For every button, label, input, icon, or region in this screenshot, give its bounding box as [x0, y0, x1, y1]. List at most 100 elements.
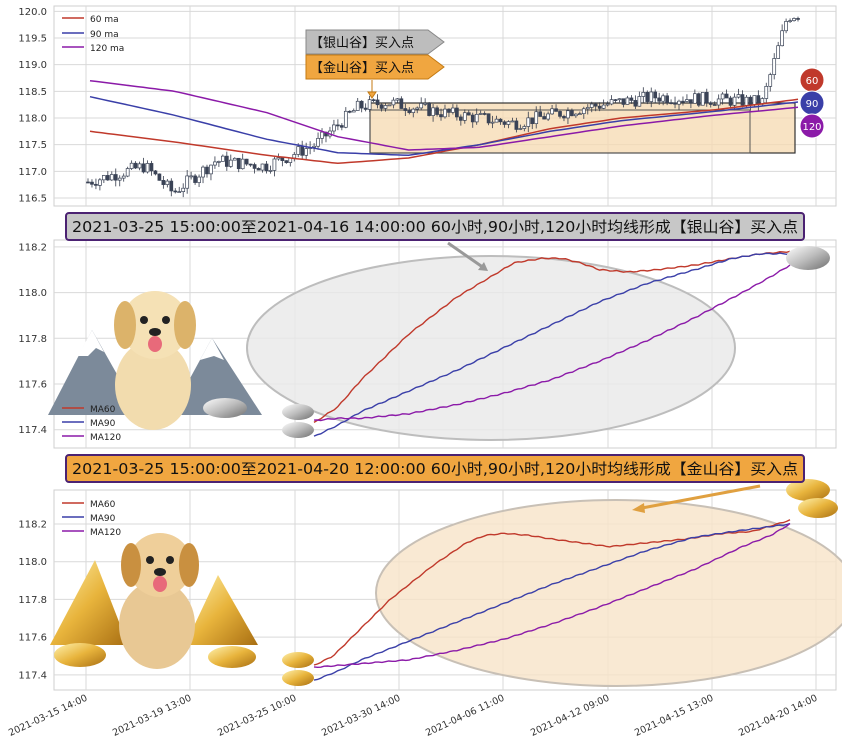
badge-ma120-label: 120 — [802, 122, 821, 133]
candle-body — [474, 113, 479, 123]
candle-body — [201, 166, 205, 178]
candle-body — [272, 158, 277, 171]
gold-tag-arrow — [367, 80, 377, 99]
candle-body — [347, 110, 352, 113]
legend-label-ma60: 60 ma — [90, 15, 119, 25]
y-tick-label: 117.6 — [18, 633, 47, 644]
candle-body — [403, 108, 408, 111]
candle-body — [383, 105, 388, 109]
candle-body — [264, 163, 269, 172]
ma-line-ma90 — [89, 95, 799, 157]
candle-body — [585, 107, 590, 110]
candle-body — [470, 114, 475, 123]
badge-ma120 — [799, 113, 825, 139]
series-line-ma60 — [313, 250, 791, 423]
y-tick-label: 117.4 — [18, 670, 47, 681]
x-tick-label: 2021-04-15 13:00 — [633, 693, 715, 739]
candle-body — [740, 94, 745, 106]
candle-body — [661, 95, 665, 102]
candle-body — [732, 96, 737, 106]
candle-body — [577, 113, 582, 116]
candle-body — [696, 93, 701, 106]
candle-body — [415, 107, 420, 110]
candle-body — [589, 103, 594, 108]
candle-body — [232, 157, 237, 161]
candle-body — [181, 187, 186, 192]
silver-arrow-head — [478, 262, 488, 271]
candle-body — [478, 113, 483, 115]
candle-body — [228, 159, 233, 167]
silver-ingot-right-icon — [786, 246, 830, 270]
y-tick-label: 118.2 — [18, 242, 47, 253]
legend-label-ma60: MA60 — [90, 405, 116, 415]
candle-body — [435, 107, 439, 115]
candle-body — [629, 97, 634, 101]
y-tick-label: 118.0 — [18, 557, 47, 568]
candle-body — [284, 160, 289, 163]
candle-body — [550, 108, 554, 115]
gold-tag: 【金山谷】买入点 — [305, 54, 445, 99]
candle-body — [343, 110, 348, 128]
silver-ellipse — [246, 255, 736, 441]
candle-body — [665, 95, 669, 104]
candle-body — [689, 99, 693, 104]
candle-body — [581, 108, 586, 115]
candle-body — [486, 113, 491, 124]
candle-body — [776, 45, 781, 59]
candle-body — [554, 108, 558, 112]
legend-label-ma120: 120 ma — [90, 44, 124, 54]
candle-body — [752, 95, 757, 106]
candle-body — [367, 99, 372, 110]
candle-body — [165, 180, 170, 185]
candle-body — [621, 98, 626, 105]
candle-body — [613, 99, 618, 101]
candle-body — [645, 92, 650, 102]
candle-body — [256, 168, 261, 171]
candle-body — [185, 175, 190, 189]
gold-banner — [65, 454, 805, 483]
candle-body — [94, 183, 98, 186]
candlestick-panel: 116.5 117.0 117.5 118.0 118.5 119.0 119.5 120.0… — [18, 5, 837, 207]
candle-body — [704, 92, 709, 104]
candle-body — [542, 116, 546, 120]
gold-pyramids-icon — [50, 560, 258, 668]
gold-arrow-head — [632, 503, 645, 513]
candle-body — [197, 176, 201, 183]
candle-body — [490, 121, 495, 124]
legend-label-ma120: MA120 — [90, 528, 121, 538]
candle-body — [657, 97, 662, 102]
panel1-legend: 60 ma 90 ma 120 ma — [62, 15, 124, 54]
gold-banner-text: 2021-03-25 15:00:00至2021-04-20 12:00:00 … — [72, 460, 798, 478]
candle-body — [145, 163, 150, 173]
silver-arrow — [447, 241, 485, 270]
candle-body — [716, 98, 721, 106]
candle-body — [300, 146, 305, 156]
candle-body — [530, 117, 535, 125]
candle-body — [502, 121, 507, 125]
panel3-legend: MA60 MA90 MA120 — [62, 500, 121, 538]
y-tick-label: 117.5 — [18, 140, 47, 151]
candle-body — [617, 98, 622, 101]
candle-body — [379, 104, 384, 109]
candle-body — [260, 163, 265, 171]
candle-body — [482, 113, 487, 115]
candle-body — [340, 125, 344, 128]
candle-body — [466, 112, 471, 116]
candle-body — [681, 100, 685, 103]
candle-body — [447, 108, 451, 113]
ma-line-ma60 — [89, 98, 799, 165]
silver-valley-zone — [369, 109, 751, 154]
candle-body — [125, 168, 130, 177]
candle-body — [538, 111, 543, 117]
candle-body — [141, 163, 146, 173]
panel2-legend: MA60 MA90 MA120 — [62, 405, 121, 443]
candle-body — [375, 99, 380, 106]
candle-body — [597, 105, 602, 109]
silver-valley-panel: 117.4 117.6 117.8 118.0 118.2 — [18, 212, 837, 449]
candle-body — [669, 102, 673, 105]
candle-body — [633, 100, 638, 107]
x-tick-label: 2021-03-30 14:00 — [320, 693, 402, 739]
candle-body — [236, 157, 241, 170]
